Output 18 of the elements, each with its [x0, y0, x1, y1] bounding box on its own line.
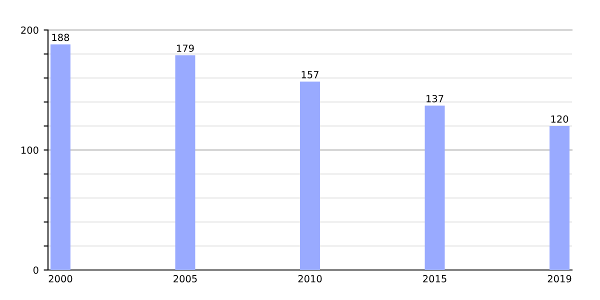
y-tick-label: 0: [33, 266, 38, 274]
bar: [50, 44, 70, 270]
bar: [300, 82, 320, 270]
data-label: 137: [426, 94, 444, 102]
data-label: 179: [177, 44, 194, 52]
data-label: 188: [52, 34, 70, 42]
bar: [424, 106, 445, 270]
x-tick-label: 2010: [298, 275, 322, 282]
data-label: 120: [551, 115, 568, 123]
bar: [550, 126, 570, 270]
data-label: 157: [302, 71, 318, 78]
x-tick-label: 2000: [48, 275, 72, 282]
y-tick-label: 200: [21, 26, 38, 34]
y-tick-label: 100: [21, 146, 38, 154]
x-tick-label: 2015: [423, 275, 446, 282]
x-tick-label: 2005: [174, 275, 197, 282]
x-tick-label: 2019: [548, 275, 572, 282]
bar: [175, 55, 196, 270]
